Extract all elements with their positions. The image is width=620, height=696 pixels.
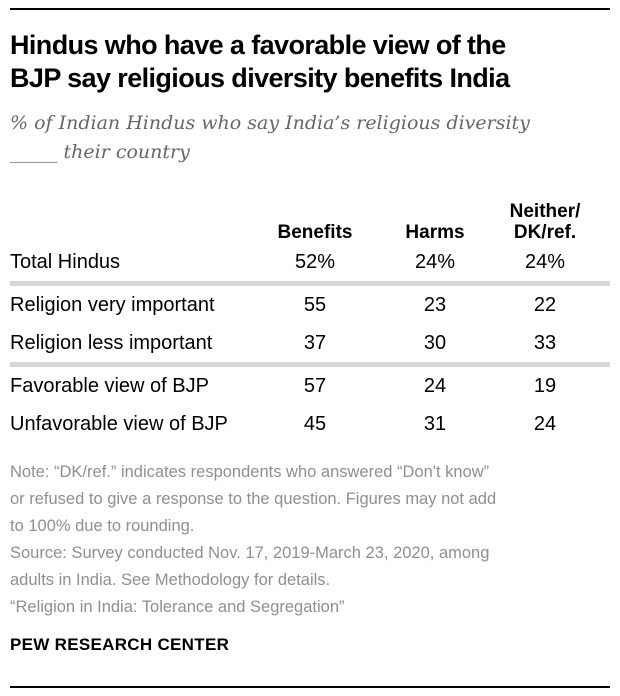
title-line-2: BJP say religious diversity benefits Ind… [10, 63, 510, 93]
subtitle-line-2: _____ their country [10, 141, 190, 163]
cell-value: 52% [294, 250, 336, 273]
row-label: Favorable view of BJP [10, 374, 209, 397]
top-rule [10, 8, 610, 10]
table-row: Favorable view of BJP 57 24 19 [10, 367, 610, 405]
note-line: “Religion in India: Tolerance and Segreg… [10, 598, 345, 616]
cell-value: 37 [303, 331, 327, 354]
cell-value: 22 [533, 293, 557, 316]
table-row: Religion very important 55 23 22 [10, 286, 610, 324]
cell-value: 57 [303, 374, 327, 397]
note-line: or refused to give a response to the que… [10, 490, 497, 508]
row-label: Religion very important [10, 293, 215, 316]
notes-block: Note: “DK/ref.” indicates respondents wh… [10, 459, 610, 621]
bottom-rule [10, 686, 610, 688]
cell-value: 30 [423, 331, 447, 354]
cell-value: 24 [423, 374, 447, 397]
table-row: Unfavorable view of BJP 45 31 24 [10, 405, 610, 443]
cell-value: 55 [303, 293, 327, 316]
table-row: Total Hindus 52% 24% 24% [10, 243, 610, 281]
note-line: Note: “DK/ref.” indicates respondents wh… [10, 463, 490, 481]
table-body: Total Hindus 52% 24% 24% Religion very impor… [10, 243, 610, 443]
note-line: adults in India. See Methodology for det… [10, 571, 331, 589]
table-header-row: Benefits Harms Neither/DK/ref. [10, 195, 610, 243]
cell-value: 19 [533, 374, 557, 397]
column-header-benefits: Benefits [240, 222, 390, 243]
cell-value: 33 [533, 331, 557, 354]
row-label: Unfavorable view of BJP [10, 412, 228, 435]
note-line: Source: Survey conducted Nov. 17, 2019-M… [10, 544, 490, 562]
section-divider [10, 281, 610, 286]
table-row: Religion less important 37 30 33 [10, 324, 610, 362]
chart-subtitle: % of Indian Hindus who say India’s relig… [10, 109, 610, 167]
pew-research-center-brand: PEW RESEARCH CENTER [10, 635, 230, 654]
column-header-line: DK/ref. [513, 222, 577, 243]
title-line-1: Hindus who have a favorable view of the [10, 30, 506, 60]
section-divider [10, 362, 610, 367]
cell-value: 24% [414, 250, 456, 273]
note-line: to 100% due to rounding. [10, 517, 195, 535]
column-header-neither-dk-ref: Neither/DK/ref. [480, 201, 610, 243]
cell-value: 31 [423, 412, 447, 435]
row-label: Religion less important [10, 331, 213, 354]
subtitle-line-1: % of Indian Hindus who say India’s relig… [10, 112, 530, 134]
cell-value: 24% [524, 250, 566, 273]
data-table: Benefits Harms Neither/DK/ref. Total Hindu… [10, 195, 610, 443]
page-title: Hindus who have a favorable view of the … [10, 29, 610, 95]
column-header-line: Neither/ [509, 201, 581, 222]
cell-value: 24 [533, 412, 557, 435]
column-header-line: Harms [405, 222, 465, 243]
column-header-line: Benefits [277, 222, 353, 243]
cell-value: 23 [423, 293, 447, 316]
row-label: Total Hindus [10, 250, 121, 273]
cell-value: 45 [303, 412, 327, 435]
column-header-harms: Harms [390, 222, 480, 243]
